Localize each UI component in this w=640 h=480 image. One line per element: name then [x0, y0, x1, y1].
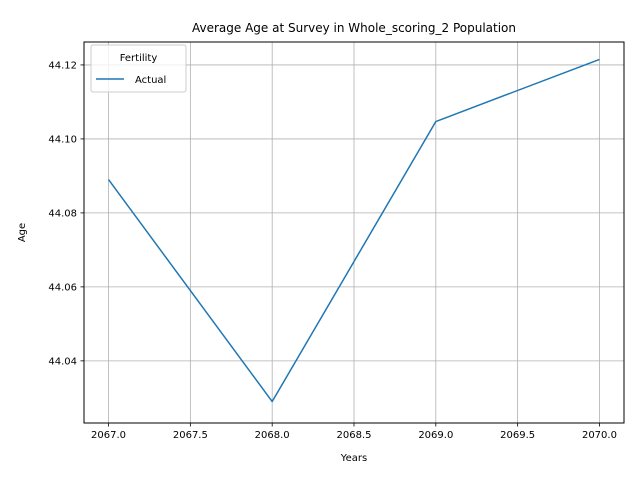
y-tick-label: 44.06	[48, 282, 77, 293]
legend-label-actual: Actual	[135, 75, 166, 86]
x-tick-label: 2068.5	[337, 430, 372, 441]
x-tick-label: 2070.0	[582, 430, 617, 441]
x-tick-label: 2067.0	[91, 430, 126, 441]
y-axis-label: Age	[17, 223, 28, 242]
y-tick-label: 44.04	[48, 356, 77, 367]
legend: Fertility Actual	[90, 44, 187, 93]
y-tick-label: 44.08	[48, 208, 77, 219]
legend-title: Fertility	[120, 53, 158, 64]
x-axis-label: Years	[340, 453, 367, 464]
y-tick-label: 44.12	[48, 60, 77, 71]
x-tick-label: 2069.0	[418, 430, 453, 441]
chart-title: Average Age at Survey in Whole_scoring_2…	[192, 21, 516, 35]
x-tick-label: 2068.0	[255, 430, 290, 441]
series-line-actual	[107, 58, 600, 403]
legend-box	[90, 44, 187, 93]
ticks: 2067.0 2067.5 2068.0 2068.5 2069.0 2069.5 2070…	[48, 60, 617, 441]
x-tick-label: 2069.5	[500, 430, 535, 441]
x-tick-label: 2067.5	[173, 430, 208, 441]
y-tick-label: 44.10	[48, 134, 77, 145]
series-layer	[107, 58, 600, 403]
grid	[84, 42, 624, 423]
